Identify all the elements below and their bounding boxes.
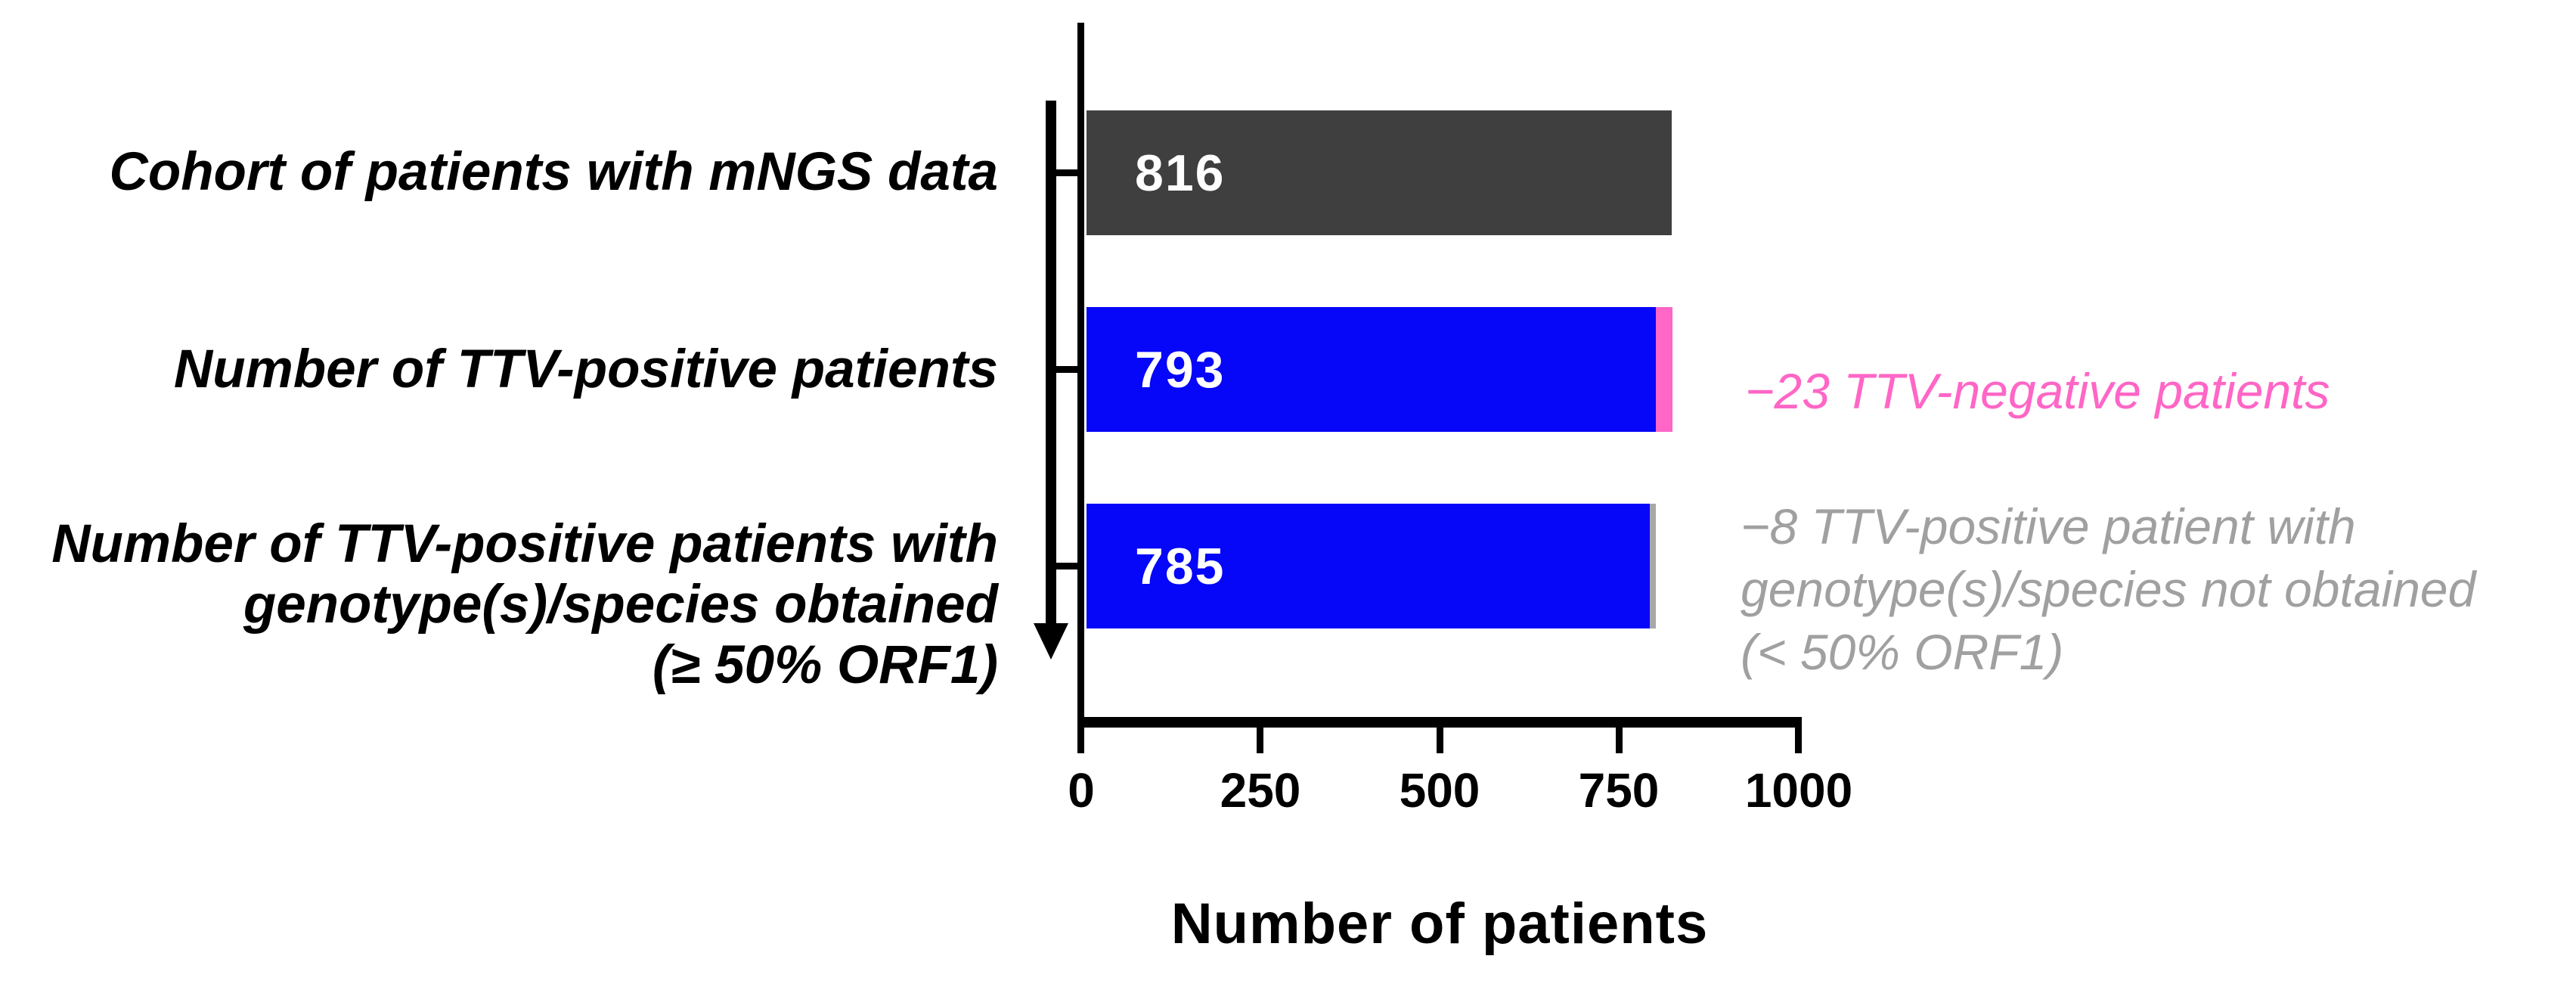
bar-segment-main: [1087, 307, 1656, 432]
x-tick-750: [1616, 728, 1623, 753]
category-tick: [1047, 563, 1079, 569]
x-tick-label: 0: [1068, 763, 1095, 818]
x-tick-label: 750: [1578, 763, 1660, 818]
bar-segment-genotype-not-obtained: [1650, 504, 1656, 628]
bar-segment-ttv-negative: [1656, 307, 1672, 432]
bar-segment-main: [1087, 110, 1672, 235]
annotation-ttv-negative: −23 TTV-negative patients: [1745, 363, 2330, 419]
x-tick-0: [1077, 728, 1084, 753]
category-label-ttv-positive: Number of TTV-positive patients: [173, 340, 998, 399]
x-axis-title: Number of patients: [1170, 892, 1709, 956]
x-tick-1000: [1795, 728, 1802, 753]
category-tick: [1047, 366, 1079, 373]
bar-value-label: 793: [1135, 340, 1226, 399]
x-tick-250: [1257, 728, 1263, 753]
bar-row-ttv-positive: 793: [1087, 307, 1672, 432]
x-tick-label: 500: [1399, 763, 1480, 818]
x-axis-line: [1077, 717, 1802, 728]
annotation-genotype-not-obtained: −8 TTV-positive patient with genotype(s)…: [1741, 498, 2476, 680]
bar-value-label: 816: [1135, 144, 1226, 202]
bar-row-genotype-obtained: 785: [1087, 504, 1656, 628]
category-label-genotype-obtained: Number of TTV-positive patients with gen…: [51, 514, 998, 695]
flow-arrow-down-icon: [1034, 623, 1068, 659]
x-tick-label: 250: [1220, 763, 1301, 818]
x-tick-label: 1000: [1744, 763, 1853, 818]
bar-value-label: 785: [1135, 537, 1226, 595]
category-tick: [1047, 169, 1079, 176]
bar-segment-main: [1087, 504, 1650, 628]
x-tick-500: [1437, 728, 1443, 753]
bar-row-cohort: 816: [1087, 110, 1672, 235]
y-axis-line: [1077, 23, 1084, 728]
flow-arrow-shaft: [1046, 101, 1056, 625]
category-label-cohort: Cohort of patients with mNGS data: [109, 142, 998, 202]
